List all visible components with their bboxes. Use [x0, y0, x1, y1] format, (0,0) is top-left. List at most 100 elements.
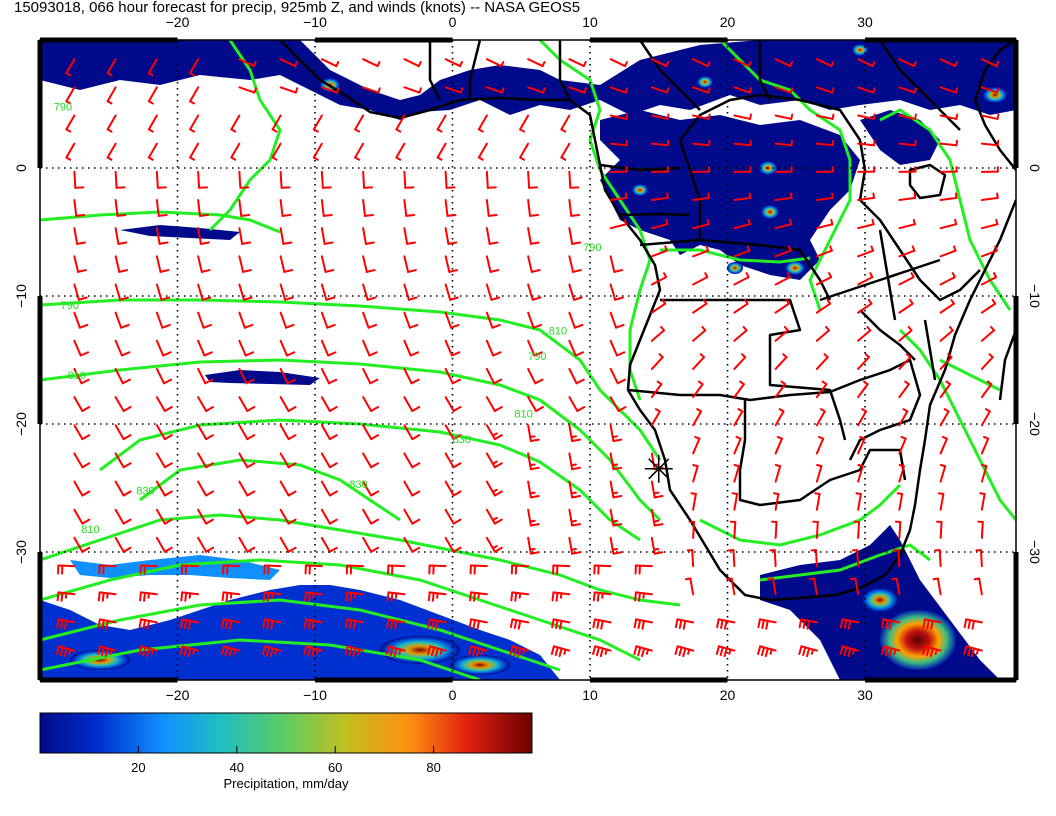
wind-barb [155, 396, 173, 412]
border-line [678, 93, 867, 240]
wind-barb [230, 114, 241, 133]
wind-barb [230, 142, 241, 161]
wind-barb [857, 139, 876, 147]
wind-barb [138, 618, 158, 630]
wind-barb [980, 325, 996, 342]
top-lon-label: 30 [857, 14, 873, 30]
wind-barb [898, 272, 915, 286]
wind-barb [733, 353, 747, 370]
wind-barb [815, 298, 832, 314]
colorbar-label: Precipitation, mm/day [224, 776, 349, 791]
wind-barb [857, 298, 873, 314]
wind-barb [485, 424, 503, 441]
wind-barb [716, 618, 736, 630]
wind-barb [179, 645, 200, 658]
border-line [428, 40, 442, 101]
wind-barb [65, 86, 76, 105]
wind-barb [238, 199, 251, 217]
wind-barb [320, 86, 340, 94]
contour-label: 790 [528, 351, 546, 363]
contour-label: 810 [68, 370, 86, 382]
wind-barb [262, 618, 282, 630]
wind-barb [767, 577, 777, 596]
wind-barb [609, 480, 623, 499]
wind-barb [238, 508, 256, 525]
wind-barb [97, 618, 117, 630]
precip-cell-cape [880, 610, 956, 670]
wind-barb [939, 272, 956, 286]
wind-barb [815, 218, 834, 230]
wind-barb [56, 591, 76, 602]
wind-barb [634, 591, 653, 602]
contour-label: 790 [583, 242, 601, 254]
wind-barb [320, 255, 335, 273]
bottom-lon-label: −20 [166, 687, 190, 703]
wind-barb [485, 339, 502, 357]
wind-barb [279, 86, 299, 94]
wind-barb [891, 577, 901, 596]
wind-barb [106, 114, 117, 133]
wind-barb [937, 492, 945, 511]
wind-barb [197, 508, 215, 525]
wind-barb [403, 452, 421, 469]
contour-line [538, 40, 652, 401]
wind-barb [403, 283, 418, 301]
precip-area-atlantic-small [120, 225, 240, 240]
contour-line [40, 638, 481, 680]
wind-barb [238, 86, 257, 94]
wind-barb [279, 452, 297, 469]
wind-barb [857, 408, 868, 427]
wind-barb [898, 325, 913, 342]
precip-cell-ocean-2 [450, 655, 510, 675]
wind-barb [568, 536, 582, 555]
wind-barb [815, 408, 826, 427]
wind-barb [527, 536, 540, 555]
wind-barb [362, 339, 378, 357]
wind-barb [857, 272, 874, 286]
contour-label: 830 [136, 485, 154, 497]
wind-barb [609, 508, 623, 527]
wind-barb [815, 272, 833, 286]
wind-barb [815, 325, 831, 342]
wind-barb [221, 591, 241, 602]
location-marker [644, 454, 673, 483]
wind-barb [774, 86, 794, 94]
wind-barb [692, 86, 711, 94]
wind-barb [527, 283, 542, 301]
wind-barb [114, 227, 128, 245]
wind-barb [155, 311, 171, 329]
wind-barb [774, 298, 790, 314]
wind-barb [155, 424, 173, 441]
wind-barb [733, 435, 742, 455]
contour-label: 810 [549, 325, 567, 337]
map-frame-scale-bars [37, 37, 1019, 683]
wind-barb [815, 139, 835, 147]
right-lat-label: −20 [1027, 412, 1043, 436]
top-lon-label: 0 [449, 14, 457, 30]
bottom-lon-label: 10 [582, 687, 598, 703]
border-line [758, 40, 772, 101]
wind-barb [238, 58, 257, 68]
wind-barb [592, 645, 612, 658]
wind-barb [386, 591, 406, 602]
wind-barb [733, 113, 752, 120]
wind-barb [674, 645, 695, 658]
top-lon-label: 20 [720, 14, 736, 30]
wind-barb [733, 86, 752, 94]
wind-barb [527, 227, 540, 245]
wind-barb [362, 508, 380, 525]
wind-barb [568, 508, 582, 527]
contour-label: 790 [61, 300, 79, 312]
wind-barb [771, 520, 778, 539]
wind-barb [395, 114, 406, 133]
wind-barb [155, 199, 168, 217]
wind-barb [197, 452, 215, 469]
wind-barb [980, 408, 991, 427]
wind-barb [385, 645, 406, 658]
axis-labels: −20 −20 −10 −10 0 0 10 10 20 20 30 30 0 0 −10 −10 −20 −20… [13, 14, 1043, 703]
wind-barb [609, 311, 625, 329]
wind-barb [320, 283, 336, 301]
wind-barb [114, 255, 129, 273]
wind-barb [774, 353, 788, 370]
wind-barb [733, 380, 745, 399]
